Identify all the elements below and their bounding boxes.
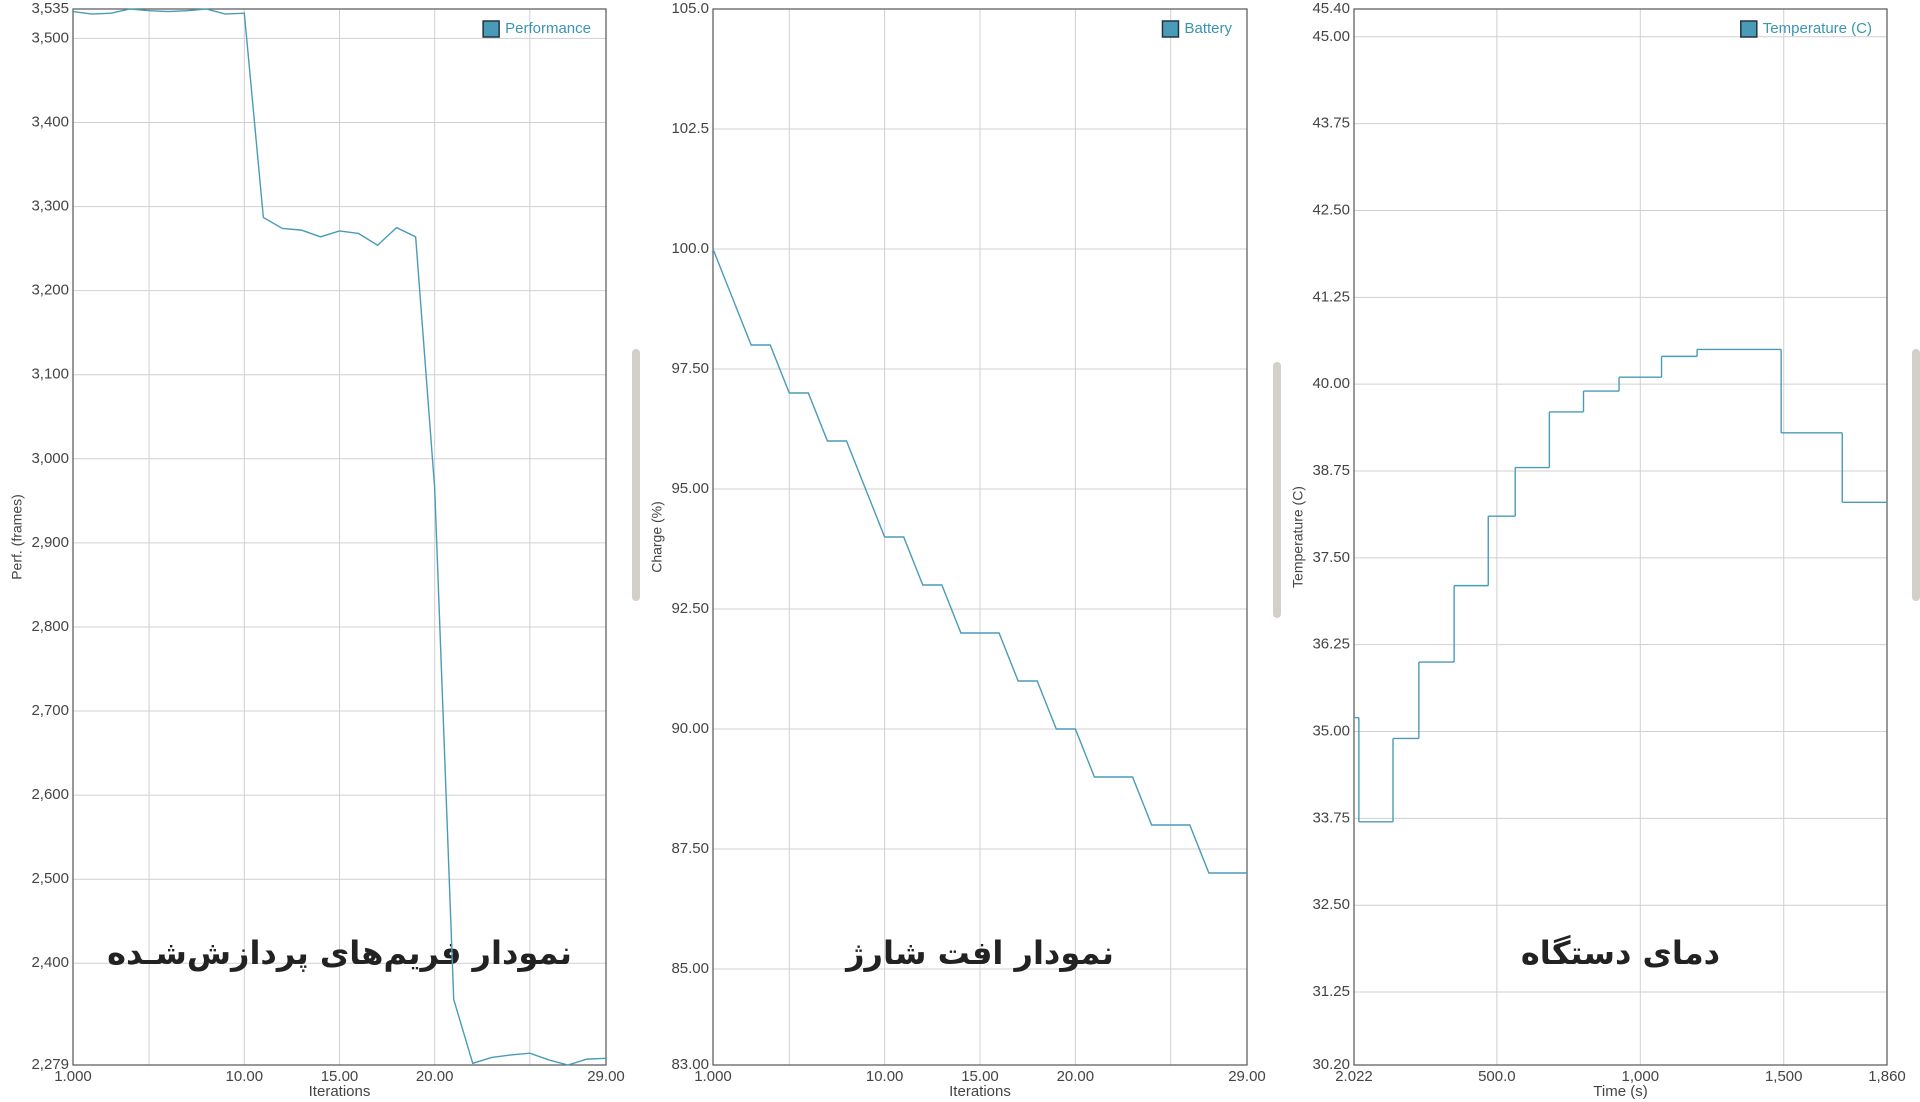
- y-axis-title: Perf. (frames): [9, 494, 25, 580]
- x-tick-label: 15.00: [961, 1068, 999, 1085]
- plot-frame: [712, 8, 1248, 1066]
- panel-handle: [1273, 362, 1281, 618]
- x-tick-label: 1.000: [54, 1068, 92, 1085]
- plot-frame: [72, 8, 607, 1066]
- legend-label: Performance: [505, 20, 591, 37]
- x-tick-label: 1,500: [1765, 1068, 1803, 1085]
- y-tick-label: 85.00: [671, 960, 709, 977]
- y-tick-label: 38.75: [1312, 462, 1350, 479]
- legend-swatch: [1740, 20, 1758, 38]
- y-tick-label: 42.50: [1312, 201, 1350, 218]
- y-tick-label: 37.50: [1312, 549, 1350, 566]
- legend-label: Temperature (C): [1763, 20, 1872, 37]
- x-tick-label: 20.00: [1057, 1068, 1095, 1085]
- y-tick-label: 32.50: [1312, 896, 1350, 913]
- y-tick-label: 2,400: [31, 954, 69, 971]
- y-tick-label: 3,535: [31, 0, 69, 17]
- legend-swatch: [1161, 20, 1180, 38]
- y-tick-label: 45.00: [1312, 28, 1350, 45]
- y-axis-title: Temperature (C): [1290, 486, 1306, 588]
- chart-panel: 83.00 85.00 87.50 90.00 92.50 95.00 97.50 100.0…: [649, 0, 1266, 1100]
- y-tick-label: 2,600: [31, 786, 69, 803]
- y-tick-label: 30.20: [1312, 1056, 1350, 1073]
- y-axis-title: Charge (%): [649, 501, 665, 573]
- y-tick-label: 3,100: [31, 366, 69, 383]
- y-tick-label: 31.25: [1312, 983, 1350, 1000]
- plot-frame: [1353, 8, 1888, 1066]
- y-tick-label: 2,900: [31, 534, 69, 551]
- x-tick-label: 1,860: [1868, 1068, 1906, 1085]
- y-tick-label: 3,500: [31, 29, 69, 46]
- x-tick-label: 20.00: [416, 1068, 454, 1085]
- data-line: [72, 8, 607, 1066]
- legend-label: Battery: [1184, 20, 1232, 37]
- y-tick-label: 41.25: [1312, 288, 1350, 305]
- y-tick-label: 92.50: [671, 600, 709, 617]
- chart-panel: 30.20 31.25 32.50 33.75 35.00 36.25 37.50 38.75…: [1290, 0, 1906, 1100]
- x-axis-title: Time (s): [1593, 1083, 1647, 1100]
- x-tick-label: 10.00: [866, 1068, 904, 1085]
- y-tick-label: 105.0: [671, 0, 709, 17]
- y-tick-label: 2,279: [31, 1056, 69, 1073]
- y-tick-label: 3,300: [31, 198, 69, 215]
- y-tick-label: 36.25: [1312, 636, 1350, 653]
- y-tick-label: 2,700: [31, 702, 69, 719]
- y-tick-label: 102.5: [671, 120, 709, 137]
- y-tick-label: 3,000: [31, 450, 69, 467]
- x-tick-label: 29.00: [1228, 1068, 1266, 1085]
- y-tick-label: 87.50: [671, 840, 709, 857]
- y-tick-label: 2,500: [31, 870, 69, 887]
- annotation: دمای دستگاه: [1521, 934, 1720, 972]
- x-tick-label: 500.0: [1478, 1068, 1516, 1085]
- chart-panel: 2,279 2,400 2,500 2,600 2,700 2,800 2,900 3,000…: [9, 0, 625, 1100]
- y-tick-label: 3,400: [31, 113, 69, 130]
- panel-handle: [1912, 349, 1920, 601]
- legend-swatch: [482, 20, 500, 38]
- y-tick-label: 95.00: [671, 480, 709, 497]
- y-tick-label: 83.00: [671, 1056, 709, 1073]
- y-tick-label: 2,800: [31, 618, 69, 635]
- annotation: نمودار افت شارژ: [844, 934, 1114, 972]
- annotation: نمودار فریم‌های پردازش‌شـده: [107, 934, 572, 972]
- y-tick-label: 3,200: [31, 282, 69, 299]
- x-axis-title: Iterations: [949, 1083, 1011, 1100]
- y-tick-label: 33.75: [1312, 809, 1350, 826]
- x-tick-label: 10.00: [226, 1068, 264, 1085]
- x-tick-label: 1,000: [1622, 1068, 1660, 1085]
- x-tick-label: 15.00: [321, 1068, 359, 1085]
- y-tick-label: 35.00: [1312, 722, 1350, 739]
- y-tick-label: 90.00: [671, 720, 709, 737]
- x-axis-title: Iterations: [309, 1083, 371, 1100]
- y-tick-label: 45.40: [1312, 0, 1350, 17]
- x-tick-label: 1.000: [694, 1068, 732, 1085]
- panel-handle: [632, 349, 640, 601]
- y-tick-label: 100.0: [671, 240, 709, 257]
- x-tick-label: 2.022: [1335, 1068, 1373, 1085]
- y-tick-label: 43.75: [1312, 115, 1350, 132]
- y-tick-label: 40.00: [1312, 375, 1350, 392]
- x-tick-label: 29.00: [587, 1068, 625, 1085]
- y-tick-label: 97.50: [671, 360, 709, 377]
- data-line: [712, 248, 1247, 874]
